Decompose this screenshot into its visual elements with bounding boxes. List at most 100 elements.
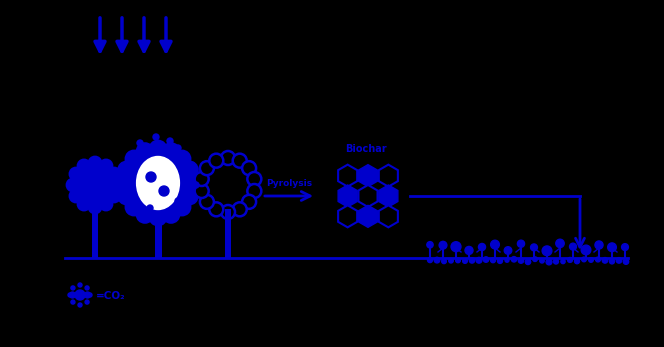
Circle shape — [89, 201, 101, 213]
Circle shape — [247, 184, 262, 198]
Circle shape — [608, 243, 616, 252]
Circle shape — [153, 134, 159, 140]
Polygon shape — [338, 164, 357, 187]
Ellipse shape — [136, 156, 180, 210]
Circle shape — [497, 259, 503, 263]
Circle shape — [595, 241, 603, 249]
Circle shape — [137, 140, 143, 146]
Circle shape — [108, 190, 120, 202]
Circle shape — [147, 205, 153, 211]
Circle shape — [209, 202, 223, 216]
Circle shape — [126, 199, 142, 215]
Polygon shape — [338, 185, 357, 207]
Circle shape — [163, 206, 179, 222]
Circle shape — [137, 144, 153, 160]
Circle shape — [119, 170, 125, 176]
Polygon shape — [359, 164, 378, 187]
Circle shape — [505, 258, 509, 262]
Circle shape — [428, 257, 432, 263]
Circle shape — [175, 198, 181, 204]
Polygon shape — [379, 164, 398, 187]
Circle shape — [463, 259, 467, 263]
Circle shape — [451, 242, 461, 252]
Circle shape — [616, 257, 622, 263]
Circle shape — [167, 138, 173, 144]
Circle shape — [67, 179, 79, 191]
Circle shape — [200, 161, 214, 175]
Circle shape — [84, 292, 90, 298]
Circle shape — [533, 257, 537, 262]
Circle shape — [124, 149, 192, 217]
Circle shape — [70, 292, 76, 298]
Circle shape — [146, 172, 156, 182]
Circle shape — [596, 257, 600, 262]
Circle shape — [89, 157, 101, 169]
Circle shape — [209, 154, 223, 168]
Circle shape — [610, 259, 614, 264]
Circle shape — [519, 258, 524, 263]
Circle shape — [476, 257, 482, 263]
Circle shape — [108, 168, 120, 180]
Circle shape — [456, 258, 460, 263]
Circle shape — [221, 151, 235, 165]
Circle shape — [542, 246, 552, 256]
Circle shape — [116, 175, 132, 191]
Circle shape — [232, 202, 247, 216]
Circle shape — [242, 195, 256, 209]
Circle shape — [137, 206, 153, 222]
Circle shape — [163, 144, 179, 160]
Polygon shape — [359, 205, 378, 227]
Circle shape — [570, 243, 576, 250]
Circle shape — [242, 161, 256, 175]
Circle shape — [531, 244, 537, 251]
Circle shape — [525, 259, 531, 264]
Circle shape — [193, 182, 199, 188]
Circle shape — [589, 258, 594, 262]
Circle shape — [574, 259, 580, 264]
Circle shape — [78, 160, 90, 172]
Circle shape — [511, 256, 517, 262]
Circle shape — [150, 209, 166, 225]
Circle shape — [126, 151, 142, 167]
Text: Pyrolysis: Pyrolysis — [266, 179, 312, 188]
Circle shape — [517, 240, 525, 247]
Circle shape — [491, 258, 495, 263]
Circle shape — [181, 188, 197, 204]
Circle shape — [85, 300, 89, 304]
Circle shape — [449, 259, 454, 263]
Circle shape — [119, 188, 135, 204]
Circle shape — [68, 293, 72, 297]
Circle shape — [200, 195, 214, 209]
Circle shape — [201, 158, 255, 212]
Circle shape — [180, 170, 186, 176]
Bar — [155, 214, 161, 258]
Circle shape — [75, 290, 85, 300]
Circle shape — [125, 190, 131, 196]
Circle shape — [70, 190, 82, 202]
Circle shape — [189, 162, 195, 168]
Text: =CO₂: =CO₂ — [96, 291, 125, 301]
Bar — [92, 204, 98, 258]
Circle shape — [221, 205, 235, 219]
Circle shape — [623, 259, 629, 264]
Circle shape — [85, 286, 89, 290]
Circle shape — [232, 154, 247, 168]
Circle shape — [88, 293, 92, 297]
Circle shape — [159, 186, 169, 196]
Circle shape — [427, 242, 433, 248]
Circle shape — [78, 198, 90, 210]
Circle shape — [247, 172, 262, 186]
Circle shape — [195, 172, 208, 186]
Circle shape — [71, 300, 75, 304]
Circle shape — [556, 239, 564, 248]
Circle shape — [491, 240, 499, 249]
Circle shape — [150, 141, 166, 157]
Polygon shape — [338, 205, 357, 227]
Circle shape — [181, 162, 197, 178]
Circle shape — [195, 184, 208, 198]
Circle shape — [546, 259, 552, 265]
Circle shape — [78, 303, 82, 307]
Circle shape — [568, 257, 572, 262]
Circle shape — [100, 160, 112, 172]
Circle shape — [581, 245, 591, 255]
